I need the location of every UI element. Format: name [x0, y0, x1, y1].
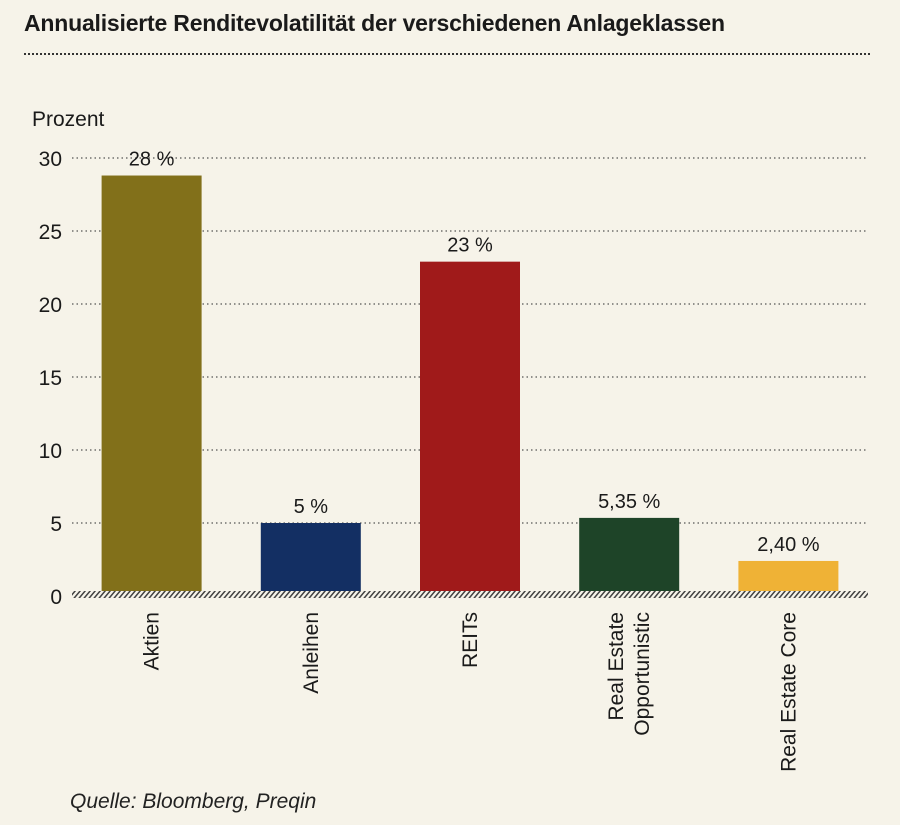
x-axis-baseline: [72, 591, 868, 598]
y-tick-label: 5: [50, 513, 62, 536]
y-tick-label: 20: [39, 294, 62, 317]
bar-value-label: 5 %: [294, 496, 329, 518]
bar-value-label: 5,35 %: [598, 491, 660, 513]
bar: [579, 517, 680, 591]
x-category-label: Real Estate Core: [777, 612, 800, 772]
chart-title: Annualisierte Renditevolatilität der ver…: [24, 10, 725, 36]
x-category-label: Anleihen: [300, 612, 323, 694]
x-category-label: REITs: [459, 612, 482, 668]
bar: [101, 175, 202, 591]
bar-value-label: 2,40 %: [757, 534, 819, 556]
y-axis-title: Prozent: [32, 108, 105, 131]
x-category-label: Real Estate: [605, 612, 628, 721]
y-tick-label: 25: [39, 221, 62, 244]
x-category-label: Opportunistic: [631, 612, 654, 736]
y-tick-label: 10: [39, 440, 62, 463]
source-note: Quelle: Bloomberg, Preqin: [70, 790, 317, 813]
x-category-label: Aktien: [141, 612, 164, 670]
bar: [420, 261, 520, 591]
bar-value-label: 28 %: [129, 149, 175, 171]
y-tick-label: 0: [50, 586, 62, 609]
bar: [738, 560, 839, 591]
bar: [260, 523, 361, 591]
bar-value-label: 23 %: [447, 235, 493, 257]
y-tick-label: 15: [39, 367, 62, 390]
y-tick-label: 30: [39, 148, 62, 171]
title-divider: [24, 53, 870, 55]
